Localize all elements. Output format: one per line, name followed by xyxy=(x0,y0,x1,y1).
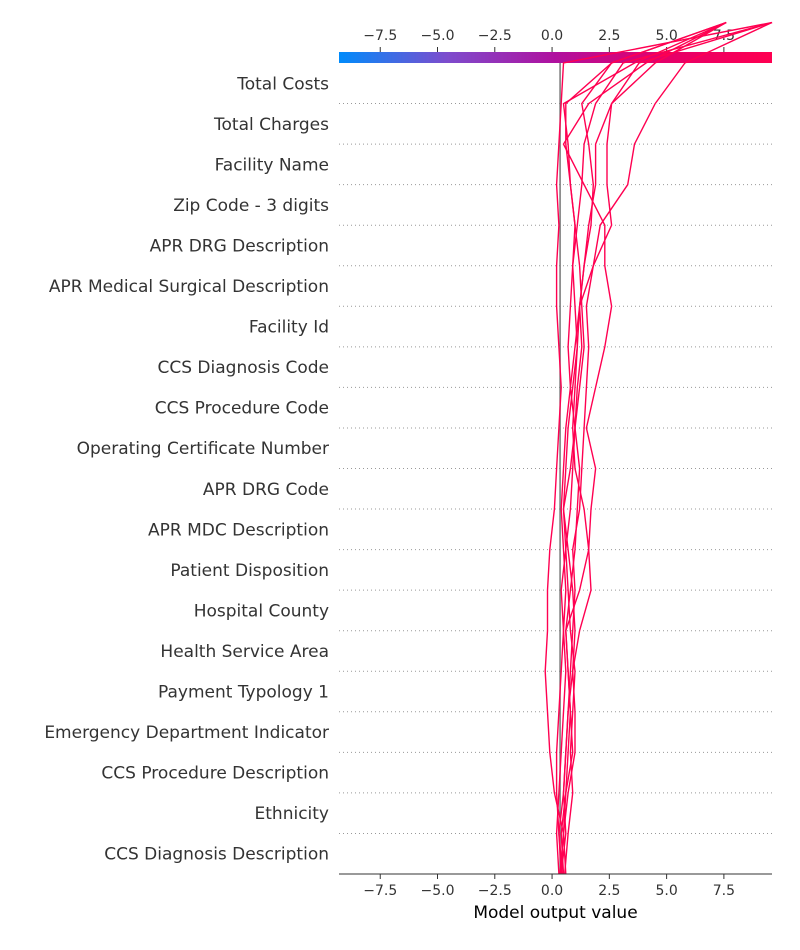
decision-line xyxy=(555,21,727,875)
decision-line xyxy=(560,21,773,875)
feature-label: Ethnicity xyxy=(255,804,329,824)
bottom-axis: −7.5 −5.0 −2.5 0.0 2.5 5.0 7.5 xyxy=(339,873,772,899)
decision-lines xyxy=(544,21,773,875)
colorbar xyxy=(339,52,772,63)
feature-label: Health Service Area xyxy=(160,642,329,662)
feature-label: APR DRG Description xyxy=(150,236,329,256)
feature-label: CCS Procedure Description xyxy=(101,764,329,784)
bottom-tick-label: 7.5 xyxy=(713,883,735,899)
feature-label: APR DRG Code xyxy=(203,480,329,500)
feature-label: Total Costs xyxy=(236,74,329,94)
bottom-tick-label: 2.5 xyxy=(598,883,620,899)
bottom-tick-label: 0.0 xyxy=(541,883,563,899)
feature-label: APR Medical Surgical Description xyxy=(49,277,329,297)
feature-label: CCS Procedure Code xyxy=(155,399,329,419)
feature-label: Patient Disposition xyxy=(170,561,329,581)
bottom-tick-label: 5.0 xyxy=(655,883,677,899)
top-tick-label: −5.0 xyxy=(421,28,455,44)
feature-label: CCS Diagnosis Description xyxy=(104,845,329,865)
top-tick-label: −7.5 xyxy=(363,28,397,44)
top-tick-label: 2.5 xyxy=(598,28,620,44)
bottom-tick-label: −5.0 xyxy=(421,883,455,899)
colorbar-gradient xyxy=(339,52,772,63)
decision-line xyxy=(562,21,727,875)
row-separators xyxy=(339,103,772,834)
feature-label: Hospital County xyxy=(194,601,329,621)
feature-label: Payment Typology 1 xyxy=(158,683,329,703)
feature-label: Operating Certificate Number xyxy=(77,439,329,459)
top-tick-label: 0.0 xyxy=(541,28,563,44)
top-axis: −7.5 −5.0 −2.5 0.0 2.5 5.0 7.5 xyxy=(363,28,735,52)
feature-label: CCS Diagnosis Code xyxy=(158,358,330,378)
top-tick-label: 5.0 xyxy=(655,28,677,44)
decision-line xyxy=(544,21,773,875)
feature-labels: Total Costs Total Charges Facility Name Zip… xyxy=(44,74,329,864)
decision-line xyxy=(560,21,773,875)
x-axis-title: Model output value xyxy=(473,903,637,923)
feature-label: APR MDC Description xyxy=(148,520,329,540)
decision-line xyxy=(562,21,727,875)
feature-label: Facility Id xyxy=(249,318,329,338)
feature-label: Total Charges xyxy=(213,115,329,135)
decision-line xyxy=(558,21,727,875)
bottom-tick-label: −7.5 xyxy=(363,883,397,899)
feature-label: Facility Name xyxy=(215,155,329,175)
feature-label: Zip Code - 3 digits xyxy=(173,196,329,216)
bottom-tick-label: −2.5 xyxy=(478,883,512,899)
top-tick-label: −2.5 xyxy=(478,28,512,44)
decision-line xyxy=(559,21,727,875)
feature-label: Emergency Department Indicator xyxy=(44,723,329,743)
